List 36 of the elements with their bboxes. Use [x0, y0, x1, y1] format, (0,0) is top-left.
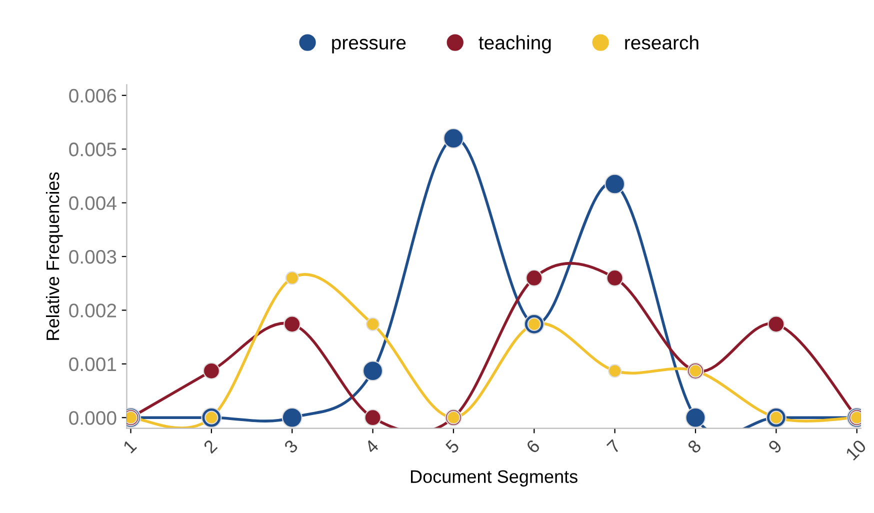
point: [202, 362, 220, 380]
legend-label: pressure: [332, 38, 406, 54]
x-tick-label: 10: [845, 438, 867, 461]
y-tick-label: 0.006: [69, 88, 116, 103]
y-tick-label: 0.000: [69, 411, 116, 425]
point: [604, 174, 626, 194]
point: [768, 316, 785, 333]
y-tick-label: 0.005: [69, 142, 116, 156]
point: [364, 409, 382, 426]
point: [284, 316, 301, 333]
point: [526, 269, 543, 287]
x-tick-label: 9: [768, 439, 783, 454]
y-tick-label: 0.002: [69, 304, 116, 318]
x-tick-label: 1: [122, 439, 137, 454]
legend-label: research: [625, 35, 698, 50]
x-tick-label: 5: [444, 439, 460, 454]
y-tick-label: 0.001: [69, 357, 116, 372]
x-tick-label: 6: [526, 438, 541, 454]
point: [608, 364, 622, 378]
y-tick-label: 0.003: [69, 250, 116, 264]
point: [362, 360, 384, 382]
legend-label: teaching: [478, 35, 551, 54]
y-tick-label: 0.004: [69, 196, 116, 210]
point: [285, 271, 299, 285]
point: [685, 407, 706, 428]
point: [366, 317, 380, 331]
x-tick-label: 2: [202, 439, 218, 454]
x-tick-label: 4: [364, 438, 380, 454]
y-axis-title: Relative Frequencies: [46, 172, 63, 340]
point: [606, 269, 624, 287]
x-axis-title: Document Segments: [410, 470, 578, 487]
x-tick-label: 8: [686, 438, 702, 454]
x-tick-label: 3: [283, 438, 299, 454]
x-tick-label: 7: [606, 439, 622, 454]
point: [282, 407, 302, 428]
point: [443, 128, 464, 149]
